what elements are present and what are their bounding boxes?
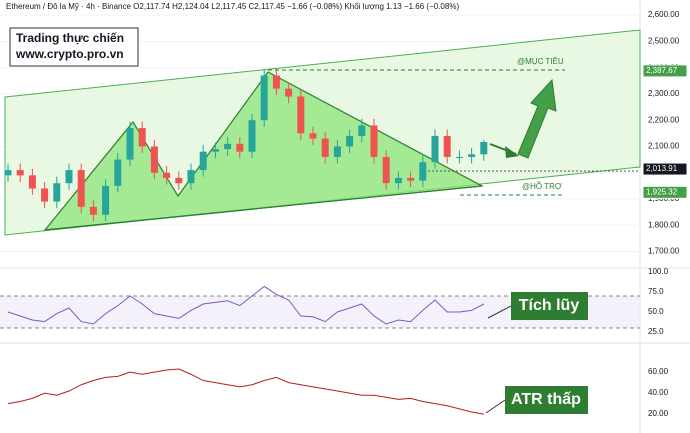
candle-body	[102, 185, 110, 215]
candle-body	[394, 177, 402, 184]
y-tick-label: 20.00	[648, 409, 669, 418]
indicator-line	[7, 368, 484, 415]
candle-body	[443, 135, 451, 157]
candle-body	[321, 138, 329, 157]
candle-body	[431, 135, 439, 163]
candle-body	[138, 128, 146, 147]
candle-body	[419, 162, 427, 181]
candle-body	[175, 177, 183, 184]
candle-body	[16, 170, 24, 176]
y-tick-label: 40.00	[648, 388, 669, 397]
y-tick-label: 50.0	[648, 307, 664, 316]
callout-text: Tích lũy	[519, 297, 580, 314]
candle-body	[4, 170, 12, 176]
candle-body	[65, 170, 73, 184]
candle-body	[126, 128, 134, 160]
callout-text: ATR thấp	[511, 391, 581, 408]
candle-body	[346, 135, 354, 147]
price-tag-label: 2,387.67	[646, 66, 678, 75]
brand-text: Trading thực chiến	[16, 31, 124, 45]
y-tick-label: 100.0	[648, 267, 669, 276]
candle-body	[187, 170, 195, 184]
candle-body	[248, 120, 256, 152]
candle-body	[236, 143, 244, 152]
candle-body	[53, 183, 61, 202]
candle-body	[77, 170, 85, 207]
y-tick-label: 1,800.00	[648, 220, 680, 229]
price-tag-label: 2,013.91	[646, 164, 678, 173]
candle-body	[41, 188, 49, 202]
candle-body	[224, 143, 232, 150]
support-label: @HỖ TRỢ	[522, 182, 562, 191]
candle-body	[309, 133, 317, 139]
candle-body	[480, 141, 488, 155]
y-tick-label: 25.0	[648, 327, 664, 336]
candle-body	[358, 125, 366, 136]
candle-body	[382, 156, 390, 184]
callout-pointer	[485, 399, 506, 414]
price-tag	[642, 162, 688, 176]
candle-body	[297, 96, 305, 134]
candle-body	[455, 156, 463, 158]
candle-body	[468, 154, 476, 157]
big-arrow	[517, 78, 557, 159]
candle-body	[272, 75, 280, 89]
chart-title: Ethereum / Đô la Mỹ · 4h · Binance O2,11…	[6, 2, 459, 11]
candle-body	[370, 125, 378, 157]
candle-body	[199, 151, 207, 171]
callout-box	[505, 386, 588, 414]
y-tick-label: 2,300.00	[648, 89, 680, 98]
y-tick-label: 2,500.00	[648, 37, 680, 46]
drawings: Trading thực chiến www.crypto.pro.vn @MỤ…	[4, 2, 641, 414]
candle-body	[260, 75, 268, 121]
target-label: @MỤC TIÊU	[517, 57, 564, 66]
y-tick-label: 75.0	[648, 287, 664, 296]
indicator-line	[7, 285, 485, 325]
candle-body	[407, 177, 415, 181]
series	[4, 68, 488, 415]
y-tick-label: 2,600.00	[648, 10, 680, 19]
y-tick-label: 2,100.00	[648, 142, 680, 151]
candle-body	[114, 159, 122, 186]
candle-body	[28, 175, 36, 189]
tags: 2,600.002,500.002,400.002,300.002,200.00…	[642, 10, 688, 418]
y-tick-label: 60.00	[648, 367, 669, 376]
price-tag-label: 1,925.32	[646, 187, 678, 196]
pattern-base	[44, 185, 483, 231]
y-tick-label: 1,700.00	[648, 247, 680, 256]
candle-body	[150, 146, 158, 173]
price-tag	[642, 185, 688, 199]
callout-pointer	[487, 305, 512, 319]
candle-body	[333, 146, 341, 157]
y-tick-label: 2,200.00	[648, 115, 680, 124]
arrow-head	[505, 146, 519, 158]
candle-body	[285, 88, 293, 97]
callout-box	[511, 292, 588, 320]
brand-box	[9, 27, 139, 67]
price-tag	[642, 64, 688, 78]
candle-body	[211, 149, 219, 152]
brand-text: www.crypto.pro.vn	[15, 47, 124, 61]
candle-body	[89, 206, 97, 215]
candle-body	[163, 172, 171, 178]
